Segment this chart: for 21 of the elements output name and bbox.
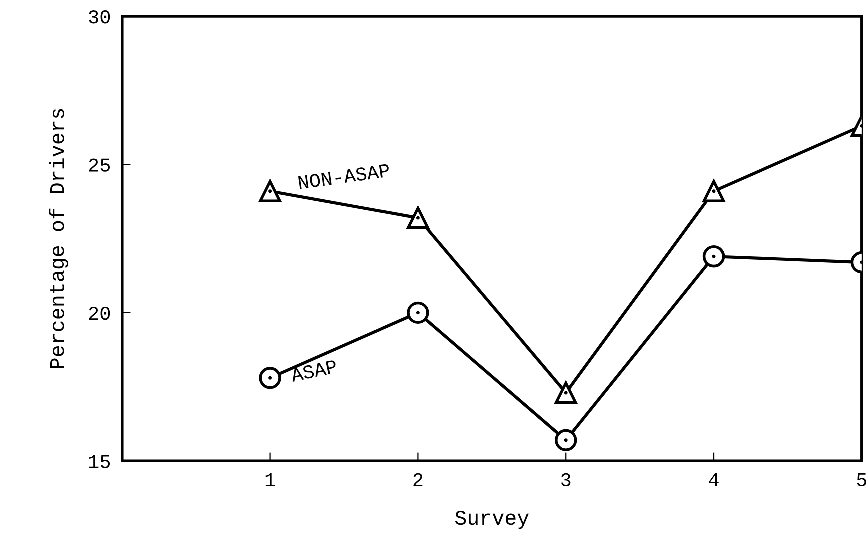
point	[407, 206, 430, 230]
point	[554, 429, 578, 452]
point	[702, 180, 726, 202]
x-tick-label: 2	[414, 473, 423, 486]
y-axis-title: Percentage of Drivers	[49, 109, 68, 368]
y-tick-label: 25	[89, 158, 110, 172]
x-tick-label: 4	[709, 474, 719, 486]
point	[259, 367, 282, 390]
x-tick-label: 5	[857, 474, 867, 487]
text: NON-ASAP	[298, 164, 390, 190]
point	[702, 245, 726, 268]
x-axis-title: Survey	[455, 511, 529, 530]
point	[407, 302, 430, 324]
y-tick-label: 30	[89, 10, 110, 24]
point	[554, 382, 578, 404]
y-tick-label: 20	[89, 306, 110, 320]
point	[259, 180, 282, 202]
x-tick-label: 3	[561, 473, 571, 487]
x-tick-label: 1	[266, 474, 276, 486]
y-tick-label: 15	[89, 455, 110, 468]
text: ASAP	[290, 360, 338, 382]
